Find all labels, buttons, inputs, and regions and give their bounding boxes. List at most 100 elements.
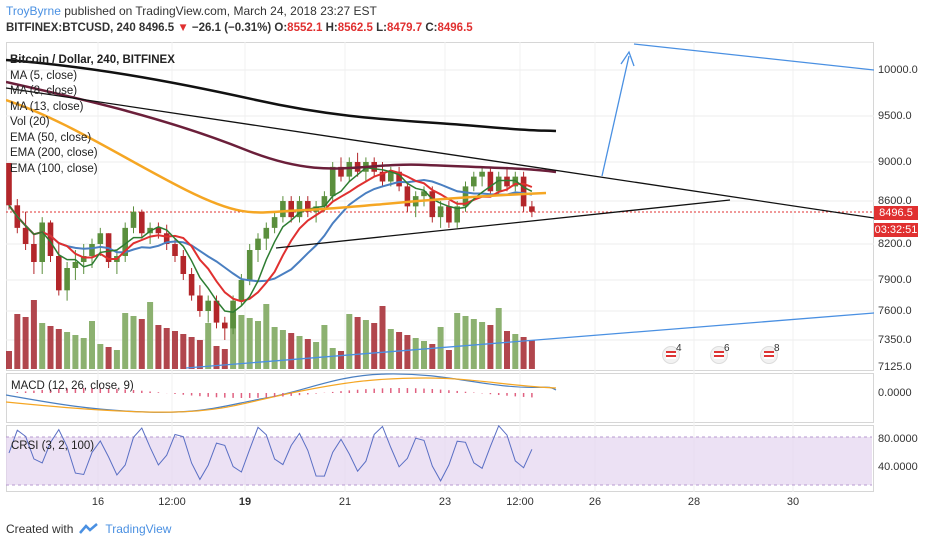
price-tick: 10000.0	[878, 64, 918, 76]
ma13-line	[8, 178, 533, 283]
volume-bar	[55, 329, 62, 369]
ma5-line	[8, 167, 533, 313]
legend-ma8[interactable]: MA (8, close)	[10, 85, 78, 97]
time-tick: 19	[238, 496, 252, 508]
candle-body	[72, 262, 79, 268]
open-label: O:	[274, 22, 288, 34]
volume-bar	[130, 316, 137, 369]
volume-bar	[6, 351, 12, 369]
price-axis[interactable]: 10000.0 9500.0 9000.0 8600.0 8200.0 7900…	[878, 0, 928, 494]
legend-ma13[interactable]: MA (13, close)	[10, 100, 84, 113]
candle-body	[172, 244, 178, 256]
volume-bar	[470, 319, 477, 369]
legend-ema50[interactable]: EMA (50, close)	[10, 131, 92, 144]
candle-body	[64, 268, 70, 291]
close-label: C:	[425, 22, 438, 34]
candle-body	[230, 300, 236, 329]
price-tick: 8600.0	[878, 195, 912, 207]
price-tick: 9000.0	[878, 156, 912, 168]
candle-body	[321, 196, 328, 207]
volume-bar	[138, 319, 145, 369]
volume-bar	[196, 340, 203, 369]
volume-bar	[122, 313, 129, 369]
legend-vol[interactable]: Vol (20)	[10, 116, 50, 128]
candle-body	[80, 256, 87, 262]
volume-bar	[47, 326, 54, 369]
volume-bar	[387, 329, 394, 369]
volume-bar	[371, 323, 378, 369]
volume-bar	[22, 317, 29, 369]
volume-bar	[246, 318, 253, 369]
us-flag-icon[interactable]	[760, 346, 778, 364]
candle-body	[97, 233, 104, 244]
legend-ema200[interactable]: EMA (200, close)	[10, 147, 98, 159]
target-line	[633, 43, 874, 71]
volume-bar	[155, 325, 162, 369]
volume-bar	[213, 346, 220, 369]
price-tick: 7600.0	[878, 305, 912, 317]
volume-bar	[354, 317, 361, 369]
candle-body	[379, 171, 386, 182]
candle-body	[421, 191, 427, 197]
candle-body	[139, 211, 145, 234]
price-tick: 8200.0	[878, 238, 912, 250]
volume-bar	[172, 331, 178, 369]
candle-body	[213, 300, 220, 323]
volume-bar	[64, 332, 71, 369]
time-tick: 16	[91, 496, 105, 508]
ema50-line	[6, 98, 547, 214]
volume-bar	[520, 337, 527, 369]
price-tick: 7900.0	[878, 274, 912, 286]
chart-canvas[interactable]	[6, 0, 874, 494]
candle-body	[454, 206, 460, 223]
time-axis[interactable]: 16 12:00 19 21 23 12:00 26 28 30	[0, 496, 880, 512]
legend-ema100[interactable]: EMA (100, close)	[10, 162, 98, 175]
candle-body	[512, 176, 519, 187]
time-tick: 30	[786, 496, 800, 508]
author-link[interactable]: TroyByrne	[6, 4, 61, 18]
price-tick: 7125.0	[878, 361, 912, 373]
tradingview-link[interactable]: TradingView	[105, 522, 172, 536]
candle-body	[437, 206, 444, 218]
candle-body	[122, 227, 128, 256]
candle-body	[56, 256, 62, 291]
volume-bar	[105, 347, 112, 369]
volume-bar	[495, 308, 502, 369]
volume-bar	[528, 340, 535, 369]
macd-axis-tick: 0.0000	[878, 387, 912, 399]
price-tick: 9500.0	[878, 110, 912, 122]
legend-ma5[interactable]: MA (5, close)	[10, 69, 78, 82]
time-tick: 23	[438, 496, 452, 508]
lower-trendline	[275, 199, 731, 249]
volume-bar	[479, 322, 486, 369]
macd-label[interactable]: MACD (12, 26, close, 9)	[11, 380, 134, 392]
candle-body	[288, 201, 294, 218]
candle-body	[222, 322, 228, 329]
us-flag-icon[interactable]	[662, 346, 680, 364]
candle-body	[31, 244, 37, 262]
candle-body	[495, 176, 502, 192]
volume-bar	[255, 321, 261, 369]
main-chart-pane[interactable]	[6, 42, 874, 371]
arrow-head-icon	[620, 50, 635, 67]
candle-body	[487, 171, 494, 192]
volume-bar	[89, 321, 95, 369]
indicator-legend: Bitcoin / Dollar, 240, BITFINEX MA (5, c…	[10, 53, 175, 177]
candle-body	[388, 171, 394, 182]
volume-bar	[379, 306, 386, 369]
volume-bar	[429, 344, 436, 369]
volume-bar	[313, 342, 320, 369]
volume-bar	[338, 351, 344, 369]
us-flag-icon[interactable]	[710, 346, 728, 364]
close-value: 8496.5	[437, 22, 473, 34]
crsi-label[interactable]: CRSI (3, 2, 100)	[11, 440, 95, 452]
crsi-band	[6, 437, 872, 485]
candle-body	[346, 162, 353, 177]
volume-bar	[304, 339, 311, 369]
volume-bar	[512, 334, 519, 369]
candle-body	[271, 217, 278, 228]
macd-pane[interactable]	[6, 373, 874, 423]
candle-body	[188, 274, 195, 296]
chart-title[interactable]: Bitcoin / Dollar, 240, BITFINEX	[10, 54, 175, 66]
candle-body	[305, 201, 311, 212]
